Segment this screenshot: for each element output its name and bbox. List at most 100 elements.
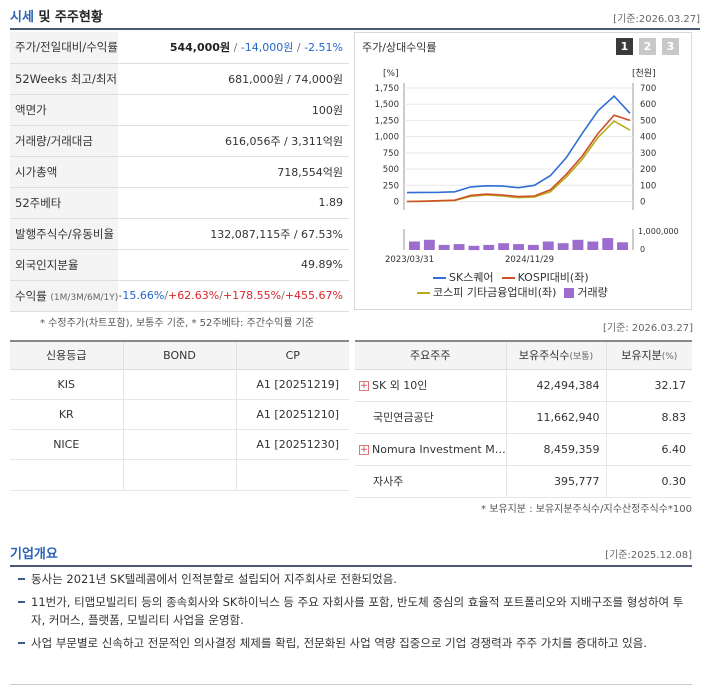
table-row: 액면가 100원 [10, 94, 349, 126]
returns-value: -15.66%/+62.63%/+178.55%/+455.67% [118, 280, 349, 312]
section-header: 시세 및 주주현황 [기준:2026.03.27] [10, 0, 700, 30]
volume-bar [498, 243, 510, 250]
volume-label: 거래량/거래대금 [10, 125, 119, 157]
face-value: 100원 [118, 94, 349, 126]
volume-bar [453, 244, 465, 250]
holder-name: + Nomura Investment M… [355, 433, 506, 466]
left-tick-label: 1,250 [375, 116, 399, 126]
holder-name: 자사주 [355, 465, 506, 498]
range52-value: 681,000원 / 74,000원 [118, 63, 349, 95]
range52-label: 52Weeks 최고/최저 [10, 63, 119, 95]
chart-tab-1[interactable]: 1 [616, 38, 633, 55]
table-row: 주가/전일대비/수익률 544,000원 / -14,000원 / -2.51% [10, 32, 349, 64]
table-row: 수익률 (1M/3M/6M/1Y) -15.66%/+62.63%/+178.5… [10, 280, 349, 312]
left-tick-label: 1,750 [375, 84, 399, 94]
foreign-label: 외국인지분율 [10, 249, 119, 281]
shareholders-table: 주요주주 보유주식수(보통) 보유지분(%) + SK 외 10인 42,494,… [355, 340, 692, 498]
holder-shares: 42,494,384 [505, 369, 606, 402]
credit-cp: A1 [20251219] [235, 369, 349, 400]
bottom-divider [10, 684, 692, 685]
expand-plus-icon[interactable]: + [359, 381, 369, 391]
shares-label: 발행주식수/유동비율 [10, 218, 119, 250]
table-row: 시가총액 718,554억원 [10, 156, 349, 188]
table-row [10, 459, 349, 491]
chart-tab-2[interactable]: 2 [639, 38, 656, 55]
price-summary-table: 주가/전일대비/수익률 544,000원 / -14,000원 / -2.51%… [10, 32, 349, 312]
holder-ratio: 6.40 [605, 433, 692, 466]
mcap-label: 시가총액 [10, 156, 119, 188]
face-label: 액면가 [10, 94, 119, 126]
legend-fin: 코스피 기타금융업대비(좌) [417, 285, 556, 300]
holder-ratio: 32.17 [605, 369, 692, 402]
overview-header: 기업개요 [기준:2025.12.08] [10, 539, 692, 567]
table-row: NICE A1 [20251230] [10, 429, 349, 460]
left-tick-label: 250 [383, 181, 399, 191]
table-row: 52Weeks 최고/최저 681,000원 / 74,000원 [10, 63, 349, 95]
expand-plus-icon[interactable]: + [359, 444, 369, 455]
right-tick-label: 300 [640, 149, 656, 159]
series-line-2 [406, 114, 631, 203]
right-tick-label: 400 [640, 133, 656, 143]
volume-bar [483, 244, 495, 250]
mcap-value: 718,554억원 [118, 156, 349, 188]
table-row: 52주베타 1.89 [10, 187, 349, 219]
holder-shares: 8,459,359 [505, 433, 606, 466]
right-unit-label: [천원] [632, 68, 656, 79]
table-row: 외국인지분율 49.89% [10, 249, 349, 281]
beta-value: 1.89 [118, 187, 349, 219]
series-line-1 [406, 94, 631, 194]
table-header-row: 신용등급 BOND CP [10, 341, 349, 370]
holder-shares: 395,777 [505, 465, 606, 498]
volume-bar [572, 239, 584, 250]
volume-value: 616,056주 / 3,311억원 [118, 125, 349, 157]
chart-title: 주가/상대수익률 [362, 41, 437, 54]
table-row: KR A1 [20251210] [10, 399, 349, 430]
left-tick-label: 750 [383, 149, 399, 159]
holder-name: + SK 외 10인 [355, 369, 506, 402]
chart-tabs: 1 2 3 [616, 38, 679, 55]
x-tick-label: 2024/11/29 [505, 255, 554, 265]
credit-cp: A1 [20251210] [235, 399, 349, 430]
volume-bar [602, 238, 614, 250]
left-tick-label: 1,500 [375, 100, 399, 110]
table-row: 거래량/거래대금 616,056주 / 3,311억원 [10, 125, 349, 157]
overview-title: 기업개요 [10, 547, 58, 562]
holders-footnote: * 보유지분 : 보유지분주식수/지수산정주식수*100 [481, 504, 692, 515]
list-item: 11번가, 티맵모빌리티 등의 종속회사와 SK하이닉스 등 주요 자회사를 포… [16, 593, 692, 629]
volume-bar [438, 244, 450, 250]
legend-kospi: KOSPI대비(좌) [501, 270, 589, 285]
right-tick-label: 600 [640, 100, 656, 110]
credit-header-cp: CP [235, 341, 349, 370]
table-row: 발행주식수/유동비율 132,087,115주 / 67.53% [10, 218, 349, 250]
section-date: [기준:2026.03.27] [613, 14, 700, 25]
holders-header-shares: 보유주식수(보통) [505, 341, 606, 370]
volume-max-label: 1,000,000 [638, 227, 679, 236]
overview-list: 동사는 2021년 SK텔레콤에서 인적분할로 설립되어 지주회사로 전환되었음… [16, 570, 692, 657]
left-tick-label: 500 [383, 165, 399, 175]
volume-bar [527, 244, 539, 250]
chart-tab-3[interactable]: 3 [662, 38, 679, 55]
credit-cp: A1 [20251230] [235, 429, 349, 460]
holder-shares: 11,662,940 [505, 401, 606, 434]
beta-label: 52주베타 [10, 187, 119, 219]
legend-sk: SK스퀘어 [433, 270, 494, 285]
table-row: 국민연금공단 11,662,940 8.83 [355, 401, 692, 434]
volume-bar [423, 239, 435, 250]
price-value: 544,000원 / -14,000원 / -2.51% [118, 32, 349, 64]
right-tick-label: 200 [640, 165, 656, 175]
right-tick-label: 100 [640, 181, 656, 191]
foreign-value: 49.89% [118, 249, 349, 281]
x-tick-label: 2023/03/31 [385, 255, 434, 265]
legend-vol: 거래량 [564, 285, 608, 300]
right-tick-label: 0 [640, 198, 645, 208]
holders-header-ratio: 보유지분(%) [605, 341, 692, 370]
price-chart: [%] [천원] 0 250 500 750 1,000 1,250 1,500 1,750 0 10… [375, 68, 679, 265]
holder-ratio: 8.83 [605, 401, 692, 434]
credit-agency: NICE [10, 429, 123, 460]
price-label: 주가/전일대비/수익률 [10, 32, 119, 64]
table-row: + Nomura Investment M… 8,459,359 6.40 [355, 433, 692, 466]
right-tick-label: 700 [640, 84, 656, 94]
chart-legend: SK스퀘어 KOSPI대비(좌) 코스피 기타금융업대비(좌) 거래량 [417, 270, 608, 300]
credit-agency: KR [10, 399, 123, 430]
table-row: + SK 외 10인 42,494,384 32.17 [355, 369, 692, 402]
